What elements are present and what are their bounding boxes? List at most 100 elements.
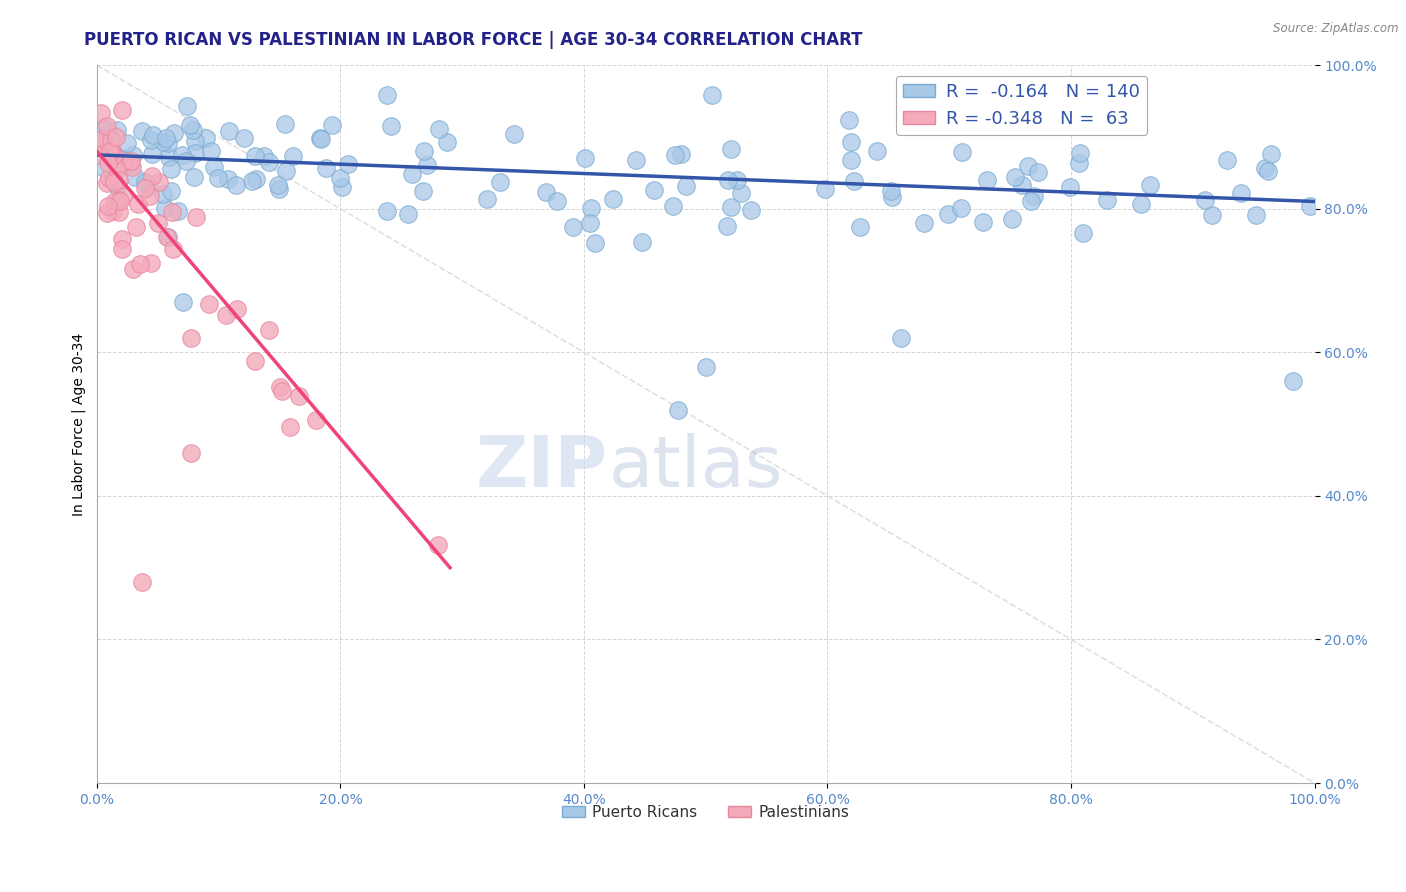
Point <box>336 157 359 171</box>
Point <box>695 359 717 374</box>
Point <box>643 183 665 197</box>
Point <box>243 354 266 368</box>
Point <box>839 153 862 167</box>
Point <box>180 446 202 460</box>
Point <box>108 193 131 207</box>
Point <box>1011 178 1033 192</box>
Point <box>111 153 134 167</box>
Point <box>176 153 198 168</box>
Point <box>172 295 194 310</box>
Point <box>720 200 742 214</box>
Point <box>1019 194 1042 208</box>
Point <box>574 151 596 165</box>
Point <box>108 194 131 209</box>
Point <box>949 201 972 215</box>
Point <box>90 106 112 120</box>
Point <box>105 179 128 194</box>
Point <box>100 133 122 147</box>
Point <box>267 178 290 192</box>
Point <box>717 172 740 186</box>
Point <box>129 257 152 271</box>
Point <box>124 220 146 235</box>
Point <box>215 308 238 322</box>
Point <box>112 189 135 203</box>
Point <box>866 144 889 158</box>
Point <box>938 207 960 221</box>
Point <box>104 148 127 162</box>
Point <box>134 181 156 195</box>
Point <box>661 199 683 213</box>
Point <box>96 119 118 133</box>
Point <box>669 146 692 161</box>
Point <box>160 162 183 177</box>
Point <box>200 144 222 158</box>
Point <box>118 157 141 171</box>
Point <box>269 182 291 196</box>
Point <box>849 220 872 235</box>
Point <box>96 176 118 190</box>
Point <box>155 130 177 145</box>
Point <box>217 172 239 186</box>
Y-axis label: In Labor Force | Age 30-34: In Labor Force | Age 30-34 <box>72 333 86 516</box>
Text: PUERTO RICAN VS PALESTINIAN IN LABOR FORCE | AGE 30-34 CORRELATION CHART: PUERTO RICAN VS PALESTINIAN IN LABOR FOR… <box>84 31 863 49</box>
Point <box>157 136 180 150</box>
Point <box>315 161 337 175</box>
Point <box>159 184 181 198</box>
Point <box>98 144 121 158</box>
Point <box>195 131 218 145</box>
Point <box>602 193 624 207</box>
Point <box>700 87 723 102</box>
Point <box>218 124 240 138</box>
Point <box>207 171 229 186</box>
Point <box>186 211 208 225</box>
Point <box>1022 189 1045 203</box>
Point <box>124 170 146 185</box>
Point <box>278 420 301 434</box>
Point <box>121 160 143 174</box>
Point <box>321 118 343 132</box>
Point <box>138 188 160 202</box>
Point <box>243 149 266 163</box>
Text: atlas: atlas <box>609 433 783 501</box>
Point <box>305 413 328 427</box>
Point <box>89 137 111 152</box>
Point <box>579 201 602 215</box>
Point <box>1299 199 1322 213</box>
Point <box>1201 208 1223 222</box>
Point <box>152 187 174 202</box>
Point <box>666 402 689 417</box>
Point <box>97 170 120 185</box>
Point <box>991 109 1014 123</box>
Point <box>716 219 738 233</box>
Point <box>141 169 163 183</box>
Point <box>1004 170 1026 185</box>
Point <box>1069 156 1091 170</box>
Point <box>1216 153 1239 168</box>
Point <box>880 184 903 198</box>
Point <box>309 132 332 146</box>
Point <box>134 175 156 189</box>
Point <box>401 167 423 181</box>
Point <box>110 232 132 246</box>
Point <box>1194 193 1216 207</box>
Point <box>111 103 134 117</box>
Point <box>330 180 353 194</box>
Point <box>269 380 291 394</box>
Point <box>91 141 114 155</box>
Point <box>1139 178 1161 192</box>
Point <box>274 118 297 132</box>
Point <box>240 173 263 187</box>
Point <box>283 149 305 163</box>
Point <box>225 178 247 192</box>
Point <box>375 88 398 103</box>
Point <box>271 384 294 399</box>
Point <box>475 193 498 207</box>
Point <box>94 120 117 135</box>
Point <box>160 205 183 219</box>
Point <box>148 175 170 189</box>
Point <box>202 160 225 174</box>
Point <box>183 170 205 185</box>
Point <box>233 131 256 145</box>
Point <box>1069 146 1091 161</box>
Point <box>162 242 184 256</box>
